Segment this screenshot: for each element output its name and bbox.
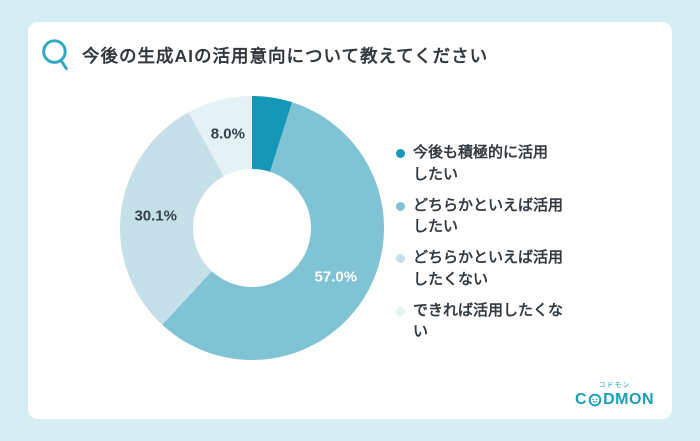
legend-label: 今後も積極的に活用 したい (413, 144, 549, 183)
legend-item: どちらかといえば活用 したい (396, 195, 648, 239)
chart-legend: 今後も積極的に活用 したい どちらかといえば活用 したい どちらかといえば活用 … (396, 142, 648, 352)
slice-value-label: 8.0% (210, 125, 245, 143)
logo-brand-text: C DMON (575, 391, 654, 409)
legend-item: どちらかといえば活用 したくない (396, 247, 648, 291)
legend-label: どちらかといえば活用 したくない (413, 249, 564, 288)
legend-label: できれば活用したくな い (413, 301, 564, 341)
legend-label: どちらかといえば活用 したい (413, 196, 564, 236)
question-icon (42, 39, 68, 71)
donut-hole (193, 169, 311, 287)
page-title: 今後の生成AIの活用意向について教えてください (82, 45, 489, 66)
legend-dot (396, 254, 405, 263)
logo-brand-suffix: DMON (603, 391, 654, 408)
legend-item: 今後も積極的に活用 したい (396, 142, 648, 186)
legend-dot (396, 306, 405, 316)
header: 今後の生成AIの活用意向について教えてください (40, 38, 652, 72)
legend-dot (396, 149, 405, 158)
logo-brand-prefix: C (575, 391, 588, 408)
legend-dot (396, 201, 405, 211)
donut-chart-area: 57.0% 30.1% 8.0% (120, 96, 384, 360)
logo-face-icon (588, 393, 602, 407)
codmon-logo: コドモン C DMON (575, 380, 654, 409)
logo-kana-text: コドモン (598, 382, 631, 389)
slice-value-label: 30.1% (134, 207, 177, 225)
infographic-card: 今後の生成AIの活用意向について教えてください 57.0% 30.1% 8.0% 今… (28, 22, 672, 419)
slice-value-label: 57.0% (314, 268, 358, 286)
legend-item: できれば活用したくな い (396, 300, 648, 344)
